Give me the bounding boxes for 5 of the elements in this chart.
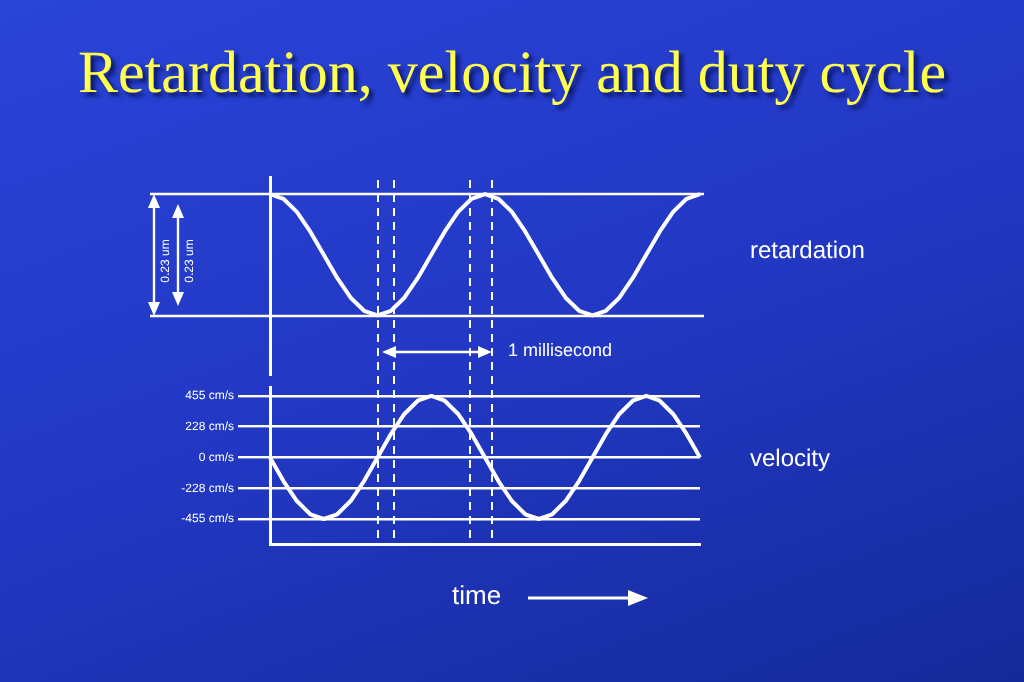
text: retardation — [750, 236, 865, 264]
x-axis-title: time — [452, 580, 502, 610]
text: velocity — [750, 444, 831, 472]
chart-title: Retardation, velocity and duty cycle — [75, 40, 949, 108]
text: 1 millisecond — [508, 340, 613, 360]
